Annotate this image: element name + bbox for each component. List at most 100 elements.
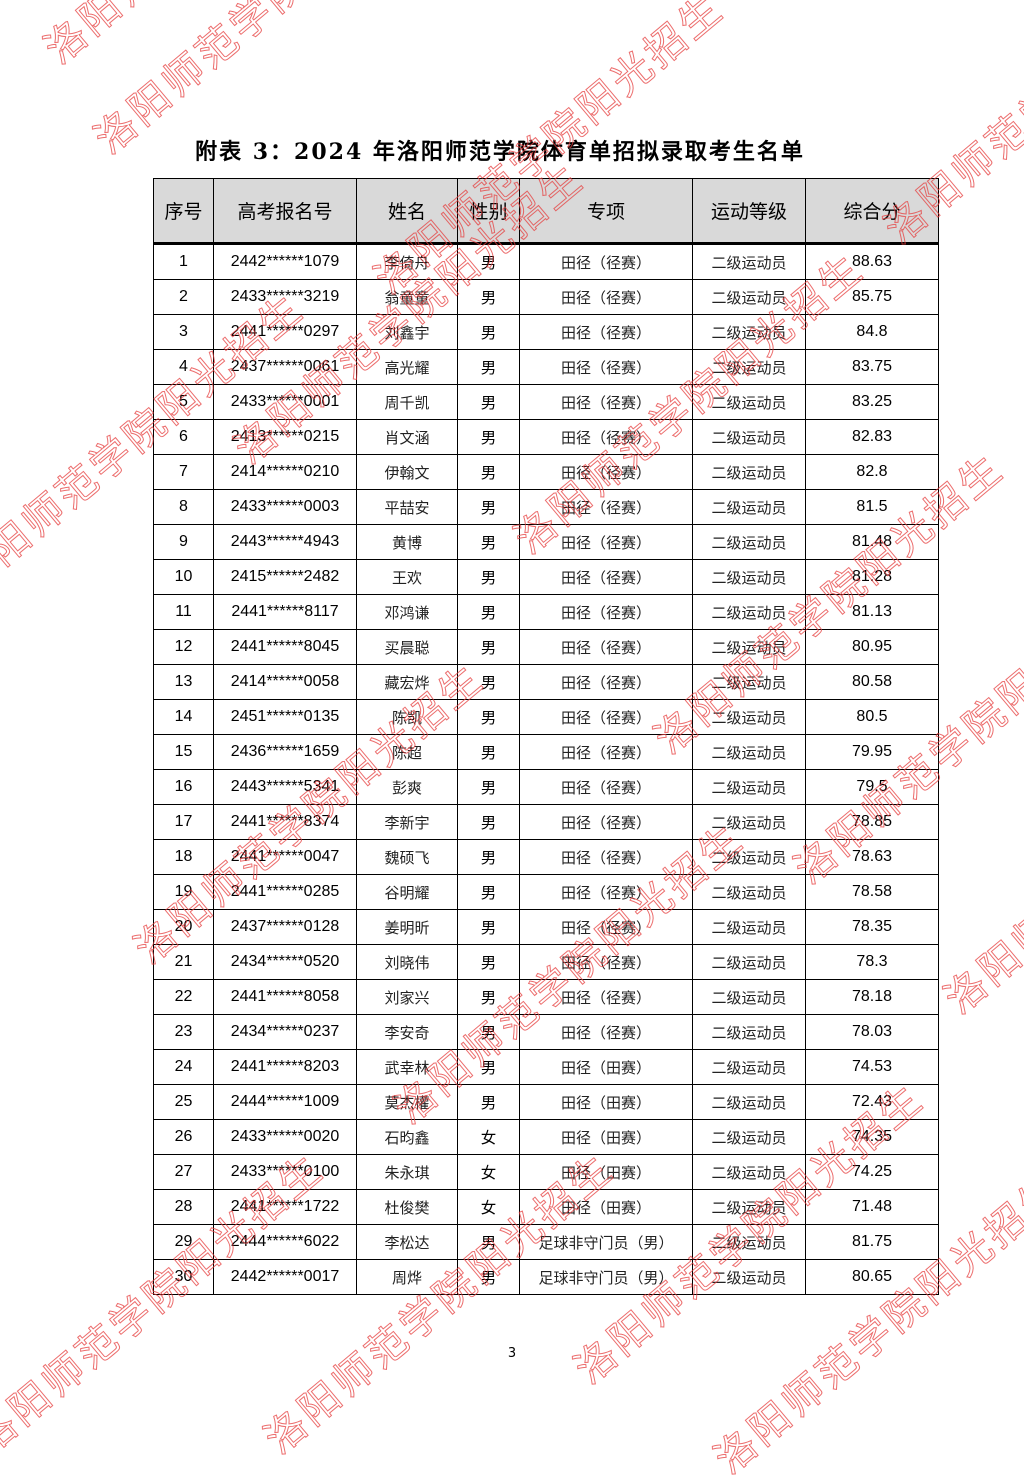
table-row: 25 2444******1009 莫杰權男田径（田赛） 二级运动员 72.43 — [153, 1084, 939, 1120]
cell-name: 李倚舟 — [356, 243, 458, 280]
table-row: 3 2441******0297 刘鑫宇男田径（径赛） 二级运动员 84.8 — [153, 314, 939, 350]
cell-gender: 男 — [457, 454, 520, 490]
table-row: 8 2433******0003 平喆安男田径（径赛） 二级运动员 81.5 — [153, 489, 939, 525]
table-row: 11 2441******8117 邓鸿谦男田径（径赛） 二级运动员 81.13 — [153, 594, 939, 630]
cell-gender: 女 — [457, 1189, 520, 1225]
table-row: 19 2441******0285 谷明耀男田径（径赛） 二级运动员 78.58 — [153, 874, 939, 910]
cell-level: 二级运动员 — [692, 734, 806, 770]
cell-name: 陈超 — [356, 734, 458, 770]
cell-name: 平喆安 — [356, 489, 458, 525]
cell-gender: 男 — [457, 909, 520, 945]
cell-gender: 男 — [457, 384, 520, 420]
table-row: 27 2433******0100 朱永琪女田径（田赛） 二级运动员 74.25 — [153, 1154, 939, 1190]
cell-level: 二级运动员 — [692, 1049, 806, 1085]
cell-seq: 1 — [153, 243, 214, 280]
cell-score: 74.25 — [805, 1154, 939, 1190]
cell-gender: 女 — [457, 1154, 520, 1190]
cell-score: 78.03 — [805, 1014, 939, 1050]
cell-seq: 9 — [153, 524, 214, 560]
cell-seq: 16 — [153, 769, 214, 805]
cell-specialty: 田径（径赛） — [519, 909, 693, 945]
cell-score: 80.95 — [805, 629, 939, 665]
cell-level: 二级运动员 — [692, 594, 806, 630]
table-row: 30 2442******0017 周烨男足球非守门员（男） 二级运动员 80.65 — [153, 1259, 939, 1295]
cell-seq: 26 — [153, 1119, 214, 1155]
cell-seq: 27 — [153, 1154, 214, 1190]
cell-level: 二级运动员 — [692, 629, 806, 665]
table-row: 15 2436******1659 陈超男田径（径赛） 二级运动员 79.95 — [153, 734, 939, 770]
cell-specialty: 田径（径赛） — [519, 279, 693, 315]
document-title: 附表 3：2024 年洛阳师范学院体育单招拟录取考生名单 — [195, 139, 805, 165]
cell-gender: 男 — [457, 874, 520, 910]
cell-gender: 男 — [457, 349, 520, 385]
cell-seq: 17 — [153, 804, 214, 840]
cell-seq: 29 — [153, 1224, 214, 1260]
cell-name: 李新宇 — [356, 804, 458, 840]
cell-exam-id: 2442******1079 — [213, 243, 357, 280]
cell-specialty: 田径（径赛） — [519, 629, 693, 665]
cell-name: 肖文涵 — [356, 419, 458, 455]
table-row: 14 2451******0135 陈凯男田径（径赛） 二级运动员 80.5 — [153, 699, 939, 735]
cell-seq: 25 — [153, 1084, 214, 1120]
cell-name: 王欢 — [356, 559, 458, 595]
header-specialty: 专项 — [519, 178, 693, 245]
cell-name: 高光耀 — [356, 349, 458, 385]
cell-level: 二级运动员 — [692, 909, 806, 945]
cell-specialty: 田径（田赛） — [519, 1049, 693, 1085]
header-name: 姓名 — [356, 178, 458, 245]
table-row: 12 2441******8045 买晨聪男田径（径赛） 二级运动员 80.95 — [153, 629, 939, 665]
cell-specialty: 田径（径赛） — [519, 804, 693, 840]
cell-score: 78.35 — [805, 909, 939, 945]
cell-level: 二级运动员 — [692, 454, 806, 490]
cell-gender: 男 — [457, 944, 520, 980]
table-row: 21 2434******0520 刘晓伟男田径（径赛） 二级运动员 78.3 — [153, 944, 939, 980]
cell-exam-id: 2433******0001 — [213, 384, 357, 420]
cell-level: 二级运动员 — [692, 314, 806, 350]
cell-seq: 3 — [153, 314, 214, 350]
cell-level: 二级运动员 — [692, 699, 806, 735]
table-row: 22 2441******8058 刘家兴男田径（径赛） 二级运动员 78.18 — [153, 979, 939, 1015]
cell-exam-id: 2413******0215 — [213, 419, 357, 455]
cell-score: 81.48 — [805, 524, 939, 560]
page-number: 3 — [507, 1346, 517, 1361]
cell-gender: 男 — [457, 419, 520, 455]
cell-score: 78.3 — [805, 944, 939, 980]
cell-name: 朱永琪 — [356, 1154, 458, 1190]
cell-gender: 男 — [457, 594, 520, 630]
cell-specialty: 田径（径赛） — [519, 243, 693, 280]
cell-exam-id: 2433******0003 — [213, 489, 357, 525]
cell-specialty: 足球非守门员（男） — [519, 1259, 693, 1295]
cell-exam-id: 2444******1009 — [213, 1084, 357, 1120]
cell-seq: 5 — [153, 384, 214, 420]
cell-exam-id: 2415******2482 — [213, 559, 357, 595]
cell-score: 79.95 — [805, 734, 939, 770]
cell-level: 二级运动员 — [692, 839, 806, 875]
cell-specialty: 田径（径赛） — [519, 559, 693, 595]
cell-score: 82.8 — [805, 454, 939, 490]
cell-seq: 15 — [153, 734, 214, 770]
cell-specialty: 田径（径赛） — [519, 874, 693, 910]
table-row: 10 2415******2482 王欢男田径（径赛） 二级运动员 81.28 — [153, 559, 939, 595]
cell-seq: 21 — [153, 944, 214, 980]
cell-specialty: 田径（径赛） — [519, 664, 693, 700]
cell-seq: 28 — [153, 1189, 214, 1225]
table-row: 23 2434******0237 李安奇男田径（径赛） 二级运动员 78.03 — [153, 1014, 939, 1050]
cell-gender: 男 — [457, 664, 520, 700]
cell-specialty: 田径（径赛） — [519, 349, 693, 385]
cell-seq: 2 — [153, 279, 214, 315]
cell-score: 78.85 — [805, 804, 939, 840]
cell-exam-id: 2441******8045 — [213, 629, 357, 665]
cell-gender: 男 — [457, 769, 520, 805]
cell-name: 刘家兴 — [356, 979, 458, 1015]
table-row: 5 2433******0001 周千凯男田径（径赛） 二级运动员 83.25 — [153, 384, 939, 420]
cell-gender: 男 — [457, 734, 520, 770]
cell-exam-id: 2433******0100 — [213, 1154, 357, 1190]
header-seq: 序号 — [153, 178, 214, 245]
cell-exam-id: 2441******0297 — [213, 314, 357, 350]
cell-exam-id: 2441******0285 — [213, 874, 357, 910]
cell-gender: 男 — [457, 1014, 520, 1050]
cell-score: 81.13 — [805, 594, 939, 630]
cell-specialty: 田径（径赛） — [519, 489, 693, 525]
cell-score: 82.83 — [805, 419, 939, 455]
cell-exam-id: 2434******0237 — [213, 1014, 357, 1050]
